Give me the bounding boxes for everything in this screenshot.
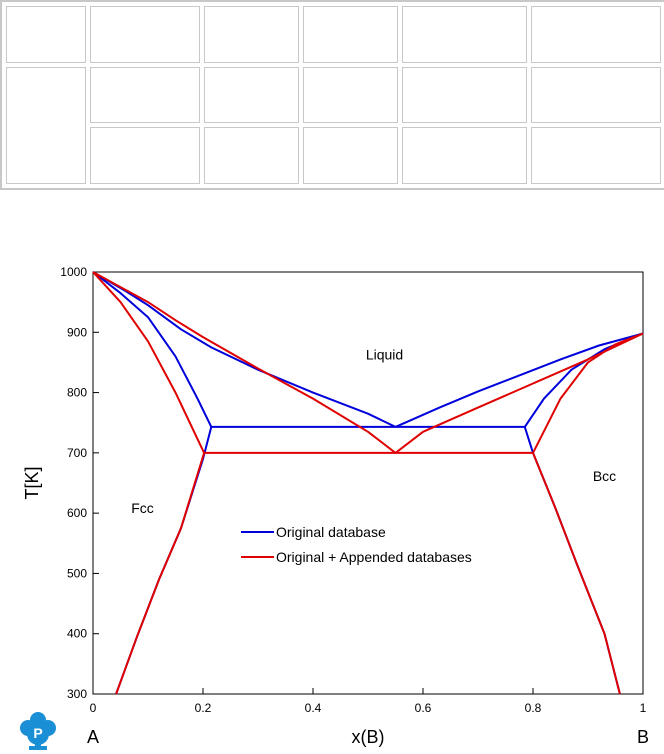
- table-row: [6, 66, 661, 184]
- region-label: Liquid: [366, 346, 403, 362]
- table-cell: [303, 66, 398, 124]
- axis-ticks: 0 0.2 0.4 0.6 0.8 1 300 400 500 600 700 800 900 1000: [60, 265, 646, 715]
- table-cell: [531, 127, 661, 184]
- legend-entry: Original + Appended databases: [276, 549, 472, 565]
- x-tick-label: 0.2: [195, 701, 212, 715]
- series-line: [92, 271, 213, 428]
- region-labels: Liquid Fcc Bcc: [131, 346, 616, 516]
- legend: Original database Original + Appended dat…: [241, 524, 472, 565]
- table-cell: [6, 6, 86, 63]
- y-axis-label: T[K]: [22, 466, 42, 499]
- table-cell: [303, 6, 398, 63]
- series-line: [115, 452, 206, 695]
- empty-grid-table: [0, 0, 664, 190]
- table-cell: [531, 6, 661, 63]
- x-tick-label: 1: [640, 701, 647, 715]
- left-end-label: A: [87, 727, 99, 747]
- x-tick-label: 0.8: [525, 701, 542, 715]
- table-cell: [402, 127, 527, 184]
- table-cell: [90, 6, 200, 63]
- table-cell: [402, 6, 527, 63]
- table-cell: [204, 66, 299, 124]
- y-tick-label: 400: [67, 627, 87, 641]
- x-tick-label: 0.4: [305, 701, 322, 715]
- series-line: [92, 271, 206, 454]
- series-line: [394, 332, 644, 454]
- plot-area: [92, 271, 644, 695]
- table-cell: [402, 66, 527, 124]
- series-line: [532, 332, 644, 454]
- y-tick-label: 500: [67, 566, 87, 580]
- logo-icon: P: [20, 712, 56, 750]
- table-cell: [303, 127, 398, 184]
- table-cell: [90, 127, 200, 184]
- x-tick-label: 0: [90, 701, 97, 715]
- y-tick-label: 1000: [60, 265, 87, 279]
- series-line: [395, 332, 644, 428]
- table-cell: [204, 127, 299, 184]
- y-tick-label: 600: [67, 506, 87, 520]
- series-line: [92, 271, 397, 454]
- series-line: [532, 452, 621, 695]
- region-label: Bcc: [593, 468, 616, 484]
- legend-entry: Original database: [276, 524, 386, 540]
- x-tick-label: 0.6: [415, 701, 432, 715]
- series-lines: [92, 271, 644, 695]
- y-tick-label: 800: [67, 386, 87, 400]
- region-label: Fcc: [131, 500, 154, 516]
- phase-diagram-chart: 0 0.2 0.4 0.6 0.8 13004005006007008009001000 …: [20, 265, 649, 750]
- y-tick-label: 700: [67, 446, 87, 460]
- right-end-label: B: [637, 727, 649, 747]
- x-axis-label: x(B): [352, 727, 385, 747]
- table-row: [6, 6, 661, 63]
- series-line: [92, 271, 396, 428]
- table-cell: [204, 6, 299, 63]
- svg-text:P: P: [33, 725, 42, 741]
- table-cell: [90, 66, 200, 124]
- table-row: [6, 127, 661, 184]
- table-cell: [531, 66, 661, 124]
- y-tick-label: 900: [67, 325, 87, 339]
- table-cell: [6, 66, 86, 184]
- y-tick-label: 300: [67, 687, 87, 701]
